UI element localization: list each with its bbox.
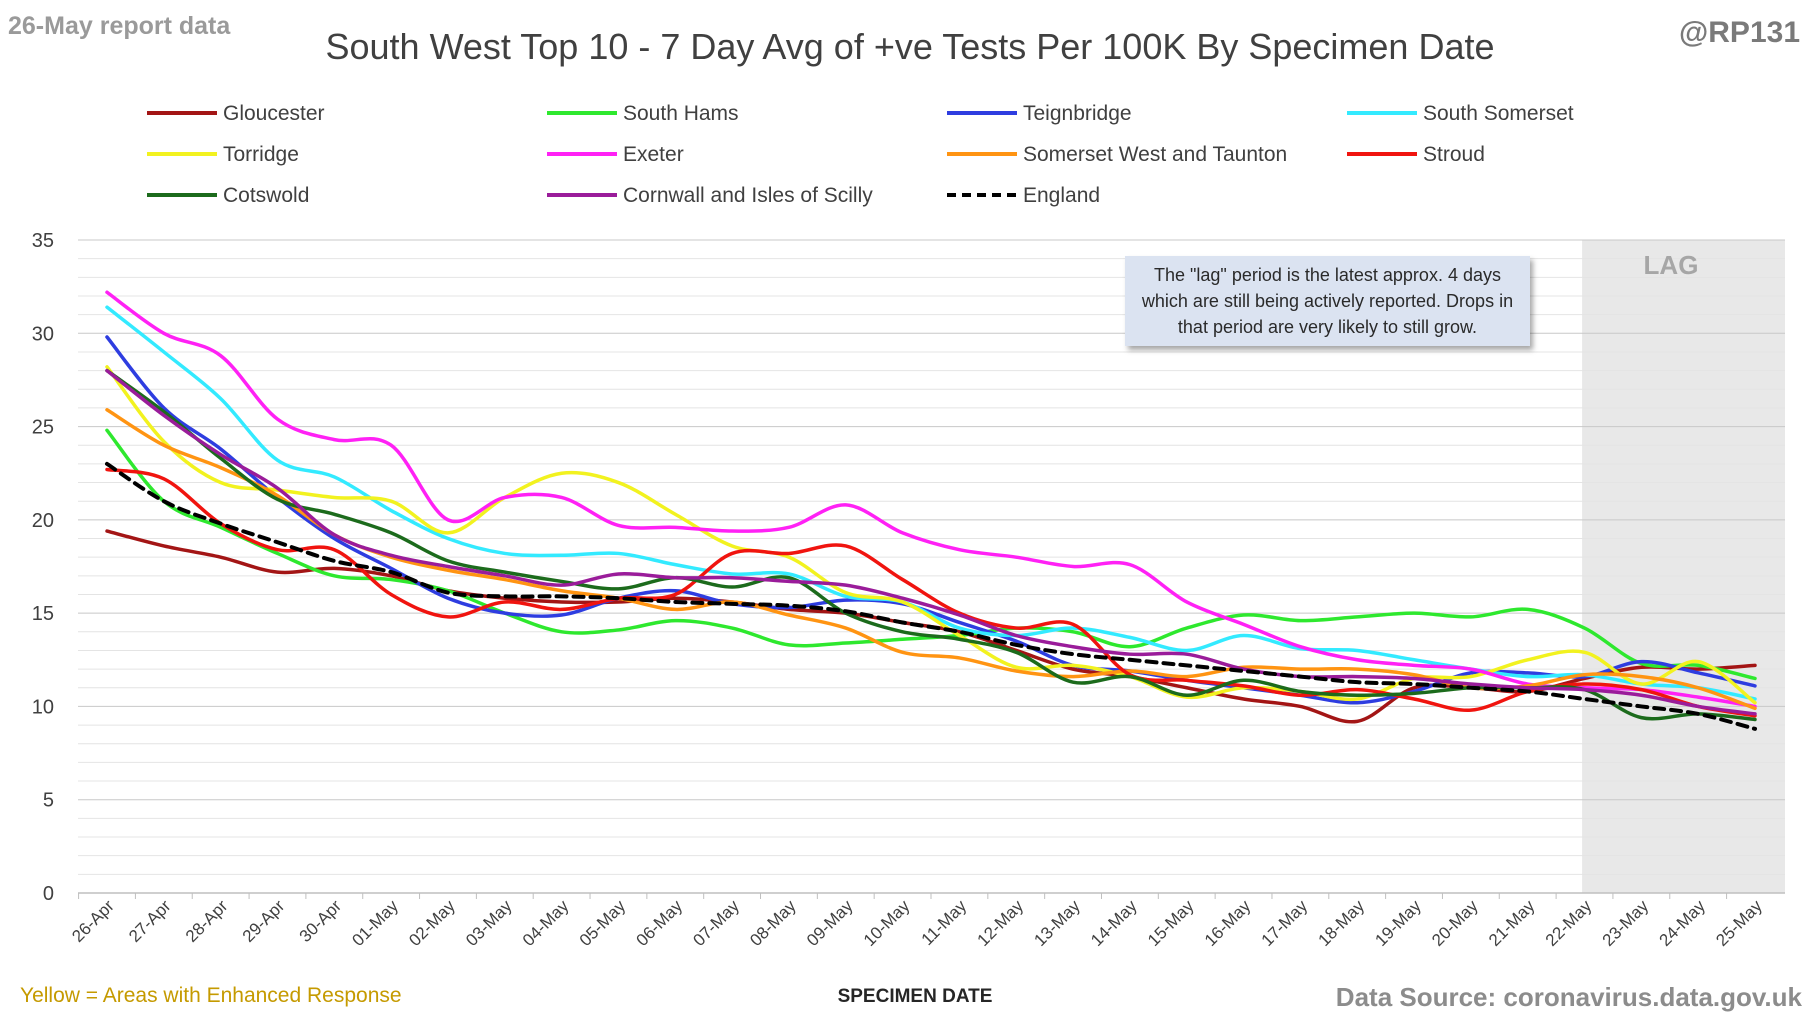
series-line-south-somerset — [105, 305, 1757, 701]
x-tick-label: 22-May — [1542, 896, 1596, 950]
legend-label: Stroud — [1423, 143, 1485, 166]
legend-item: Gloucester — [147, 102, 325, 125]
legend-label: South Hams — [623, 102, 739, 125]
x-tick-label: 09-May — [803, 896, 857, 950]
y-tick-label: 25 — [32, 417, 54, 439]
x-tick-label: 23-May — [1599, 896, 1653, 950]
legend-label: Torridge — [223, 143, 299, 166]
x-tick-label: 10-May — [860, 896, 914, 950]
x-axis-title: SPECIMEN DATE — [838, 986, 993, 1007]
y-tick-label: 0 — [43, 883, 54, 905]
legend-item: Cotswold — [147, 184, 309, 207]
series-line-exeter — [105, 290, 1757, 709]
series-line-somerset-west-and-taunton — [105, 408, 1757, 711]
x-tick-label: 07-May — [689, 896, 743, 950]
chart-title: South West Top 10 - 7 Day Avg of +ve Tes… — [325, 26, 1495, 67]
legend-label: England — [1023, 184, 1100, 207]
series-line-south-hams — [105, 428, 1757, 681]
x-tick-label: 28-Apr — [182, 896, 232, 946]
y-tick-label: 35 — [32, 230, 54, 252]
x-tick-label: 11-May — [918, 896, 971, 949]
x-tick-label: 17-May — [1258, 896, 1312, 950]
legend-item: Torridge — [147, 143, 299, 166]
x-tick-label: 04-May — [519, 896, 573, 950]
legend-label: Teignbridge — [1023, 102, 1132, 125]
lag-annotation-box: The "lag" period is the latest approx. 4… — [1125, 256, 1530, 346]
x-tick-label: 03-May — [462, 896, 516, 950]
x-tick-label: 27-Apr — [125, 896, 175, 946]
lag-label: LAG — [1644, 250, 1699, 280]
x-tick-label: 02-May — [405, 896, 459, 950]
lag-region — [1582, 240, 1785, 893]
enhanced-response-note: Yellow = Areas with Enhanced Response — [20, 984, 402, 1007]
legend-item: South Hams — [547, 102, 739, 125]
y-tick-label: 15 — [32, 603, 54, 625]
x-tick-label: 29-Apr — [239, 896, 289, 946]
legend-label: Somerset West and Taunton — [1023, 143, 1287, 166]
x-tick-label: 25-May — [1712, 896, 1766, 950]
report-date-label: 26-May report data — [8, 12, 231, 40]
legend-label: Cotswold — [223, 184, 309, 207]
x-tick-label: 12-May — [974, 896, 1028, 950]
x-tick-label: 15-May — [1144, 896, 1198, 950]
series-line-torridge — [105, 365, 1757, 705]
x-tick-label: 21-May — [1485, 896, 1539, 950]
legend-label: Gloucester — [223, 102, 325, 125]
legend-item: England — [947, 184, 1100, 207]
x-tick-label: 05-May — [576, 896, 630, 950]
x-tick-label: 14-May — [1087, 896, 1141, 950]
y-tick-label: 10 — [32, 696, 54, 718]
series-line-stroud — [105, 467, 1757, 718]
x-tick-label: 19-May — [1371, 896, 1425, 950]
legend-item: South Somerset — [1347, 102, 1574, 125]
legend-item: Stroud — [1347, 143, 1485, 166]
legend-item: Exeter — [547, 143, 684, 166]
x-tick-label: 30-Apr — [296, 896, 346, 946]
y-tick-label: 30 — [32, 323, 54, 345]
series-line-england — [105, 461, 1757, 731]
x-tick-label: 01-May — [348, 896, 402, 950]
legend-item: Teignbridge — [947, 102, 1132, 125]
legend-item: Cornwall and Isles of Scilly — [547, 184, 873, 207]
author-handle: @RP131 — [1679, 16, 1800, 49]
legend-label: Cornwall and Isles of Scilly — [623, 184, 873, 207]
x-tick-label: 20-May — [1428, 896, 1482, 950]
x-tick-label: 06-May — [633, 896, 687, 950]
x-tick-label: 16-May — [1201, 896, 1255, 950]
x-tick-label: 24-May — [1655, 896, 1709, 950]
legend-item: Somerset West and Taunton — [947, 143, 1287, 166]
x-tick-label: 13-May — [1030, 896, 1084, 950]
x-tick-label: 08-May — [746, 896, 800, 950]
y-tick-label: 20 — [32, 510, 54, 532]
x-tick-label: 26-Apr — [68, 896, 118, 946]
legend-label: South Somerset — [1423, 102, 1574, 125]
legend-label: Exeter — [623, 143, 684, 166]
series-line-cornwall-and-isles-of-scilly — [105, 368, 1757, 716]
data-source: Data Source: coronavirus.data.gov.uk — [1335, 982, 1802, 1012]
x-tick-label: 18-May — [1315, 896, 1369, 950]
y-tick-label: 5 — [43, 790, 54, 812]
